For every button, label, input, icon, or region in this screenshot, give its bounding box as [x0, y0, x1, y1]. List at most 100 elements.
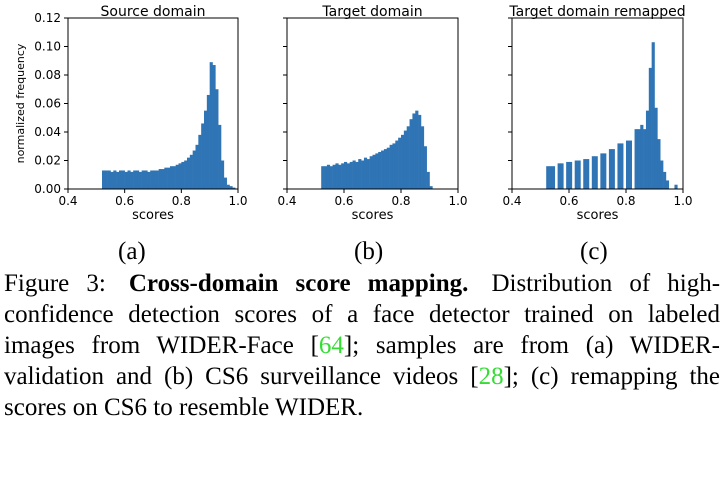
histogram-bar — [395, 140, 399, 189]
histogram-bar — [212, 65, 216, 189]
histogram-bar — [566, 161, 570, 189]
histogram-bar — [332, 164, 336, 189]
histogram-bar — [187, 157, 191, 189]
x-tick-label: 0.8 — [172, 194, 191, 208]
histogram-bar — [127, 170, 131, 189]
histogram-bar — [372, 154, 376, 189]
caption-text-1: Distribution of high-confidence detectio… — [4, 270, 721, 359]
histogram-bar — [104, 170, 108, 189]
histogram-bar — [147, 171, 151, 189]
histogram-bar — [626, 140, 630, 189]
histogram-bar — [341, 163, 345, 189]
histogram-bar — [352, 160, 356, 189]
histogram-bar — [551, 166, 556, 189]
histogram-bar — [201, 123, 205, 189]
x-tick-label: 0.6 — [559, 194, 578, 208]
y-tick-label: 0.12 — [34, 11, 61, 25]
histogram-bar — [107, 170, 111, 189]
histogram-bar — [223, 177, 227, 189]
histogram-bar — [586, 159, 590, 189]
x-tick-label: 0.4 — [277, 194, 296, 208]
x-tick-label: 0.6 — [115, 194, 134, 208]
y-tick-label: 0.00 — [34, 182, 61, 196]
x-axis-label: scores — [352, 208, 394, 223]
histogram-bar — [660, 160, 664, 189]
histogram-bar — [645, 110, 650, 190]
histogram-bar — [634, 129, 638, 189]
histogram-bar — [648, 67, 652, 190]
histogram-bar — [392, 143, 396, 189]
x-tick-label: 1.0 — [448, 194, 467, 208]
histogram-bar — [144, 170, 148, 189]
histogram-bar — [594, 156, 598, 189]
histogram-bar — [136, 170, 140, 189]
histogram-bar — [389, 144, 393, 189]
histogram-bar — [665, 180, 670, 189]
histogram-bar — [663, 171, 667, 189]
histogram-bar — [329, 166, 333, 189]
histogram-bar — [150, 170, 154, 189]
histogram-bar — [358, 159, 362, 189]
histogram-bar — [403, 130, 407, 189]
histogram-bar — [401, 134, 405, 189]
histogram-bar — [346, 163, 350, 189]
histogram-bar — [209, 62, 213, 189]
histogram-bar — [429, 186, 433, 189]
histogram-bar — [155, 170, 159, 189]
histogram-bar — [178, 163, 182, 189]
histogram-bar — [426, 171, 430, 189]
y-tick-label: 0.02 — [34, 154, 61, 168]
figure-caption: Figure 3: Cross-domain score mapping. Di… — [4, 268, 720, 423]
y-axis-label: normalized frequency — [14, 43, 27, 163]
histogram-bar — [398, 137, 402, 189]
histogram-bar — [324, 166, 328, 189]
histogram-bar — [643, 129, 647, 189]
histogram-bar — [124, 171, 128, 189]
histogram-bar — [181, 161, 185, 189]
histogram-bar — [560, 163, 564, 189]
histogram-bar — [611, 149, 615, 189]
histogram-bar — [583, 159, 587, 189]
histogram-bar — [158, 169, 162, 189]
citation-link-64[interactable]: 64 — [318, 332, 344, 359]
histogram-bar — [335, 163, 339, 189]
histogram-bar — [406, 126, 410, 189]
panel-label-b: (b) — [354, 238, 384, 265]
y-tick-label: 0.04 — [34, 125, 61, 139]
histogram-bar — [102, 170, 106, 189]
histogram-bar — [355, 161, 359, 189]
panel-label-a: (a) — [118, 238, 146, 265]
histogram-bar — [366, 159, 370, 189]
panel-label-c: (c) — [580, 238, 608, 265]
histogram-bar — [204, 110, 208, 190]
histogram-bar — [141, 170, 145, 189]
histogram-bar — [378, 151, 382, 189]
histogram-bar — [657, 139, 661, 190]
histogram-bar — [420, 126, 425, 189]
histogram-bar — [161, 169, 165, 189]
histogram-bar — [415, 110, 419, 190]
histogram-bar — [549, 166, 553, 189]
histogram-bar — [546, 166, 550, 189]
histogram-bar — [409, 119, 413, 189]
x-axis-label: scores — [577, 208, 619, 223]
histogram-bar — [375, 153, 379, 190]
histogram-bar — [674, 184, 678, 189]
histogram-bar — [218, 124, 222, 190]
histogram-bar — [338, 164, 342, 189]
histogram-bar — [192, 150, 196, 189]
x-tick-label: 0.4 — [502, 194, 521, 208]
citation-link-28[interactable]: 28 — [478, 363, 504, 390]
histogram-bar — [381, 150, 385, 189]
chart-title: Target domain — [321, 4, 422, 20]
histogram-bar — [221, 160, 225, 189]
histogram-bar — [170, 166, 174, 189]
x-tick-label: 0.4 — [58, 194, 77, 208]
histogram-bar — [113, 170, 117, 189]
figure-area: 0.4 0.6 0.8 1.0 0.00 0.02 0.04 0.06 0.08 0.10 0.12… — [0, 0, 726, 230]
histogram-bar — [195, 144, 199, 189]
histogram-bar — [198, 134, 202, 189]
histogram-bar — [640, 124, 644, 190]
histogram-bar — [167, 167, 171, 190]
histogram-bar — [172, 166, 176, 189]
